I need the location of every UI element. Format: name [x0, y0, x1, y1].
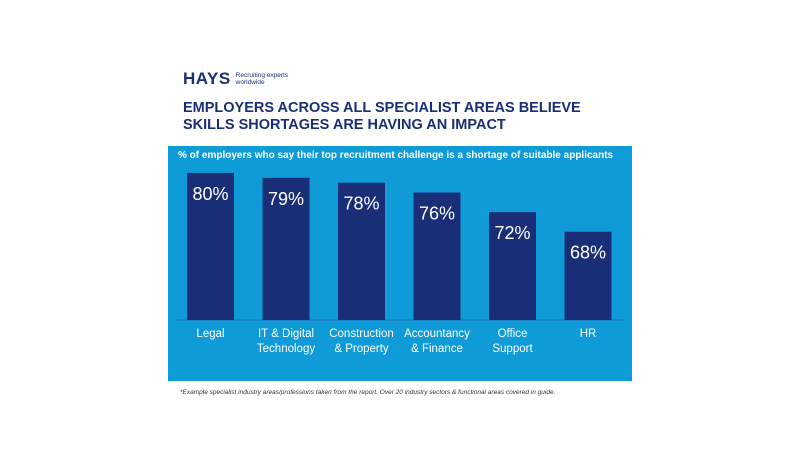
category-label-line: Support	[492, 343, 533, 355]
bar	[338, 182, 385, 320]
hays-logo: HAYS Recruiting experts worldwide	[183, 69, 296, 89]
bar-value-label: 78%	[343, 194, 379, 214]
category-label: Legal	[196, 328, 224, 340]
bar-value-label: 68%	[570, 243, 606, 263]
bar-value-label: 76%	[419, 204, 455, 224]
headline-line1: EMPLOYERS ACROSS ALL SPECIALIST AREAS BE…	[183, 100, 581, 116]
headline-line2: SKILLS SHORTAGES ARE HAVING AN IMPACT	[183, 117, 506, 133]
category-label-line: Accountancy	[404, 328, 470, 340]
brand-tagline-line1: Recruiting experts	[235, 72, 289, 79]
category-label: Construction & Property	[329, 328, 394, 355]
bar-value-label: 79%	[268, 189, 304, 209]
category-label-line: IT & Digital	[258, 328, 314, 340]
bar	[413, 192, 461, 320]
bar	[564, 231, 612, 320]
category-label: HR	[580, 328, 597, 340]
category-label-line: HR	[580, 328, 597, 340]
category-label-line: & Property	[334, 343, 389, 355]
category-label: Office Support	[492, 328, 533, 355]
brand-tagline: Recruiting experts worldwide	[236, 72, 296, 86]
category-label: IT & Digital Technology	[257, 328, 315, 355]
category-label-line: Technology	[257, 343, 315, 355]
category-label: Accountancy & Finance	[404, 328, 470, 355]
brand-tagline-line2: worldwide	[235, 79, 265, 86]
bar-value-label: 80%	[192, 184, 228, 204]
chart-panel	[168, 146, 632, 381]
slide-headline: EMPLOYERS ACROSS ALL SPECIALIST AREAS BE…	[183, 100, 643, 134]
category-label-line: & Finance	[411, 343, 463, 355]
bar-chart: 80% Legal 79% IT & Digital Technology 78% Cons…	[176, 172, 624, 355]
category-label-line: Construction	[329, 328, 394, 340]
category-label-line: Office	[498, 328, 528, 340]
bar	[187, 172, 234, 320]
bar	[262, 177, 310, 320]
brand-name: HAYS	[183, 69, 231, 88]
footnote: *Example specialist industry areas/profe…	[180, 389, 556, 396]
category-label-line: Legal	[196, 328, 224, 340]
bar	[489, 212, 536, 320]
chart-title: % of employers who say their top recruit…	[178, 150, 614, 161]
bar-value-label: 72%	[494, 223, 530, 243]
